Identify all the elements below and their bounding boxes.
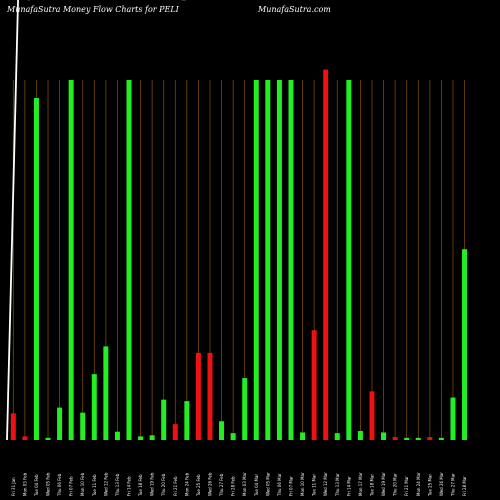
bar-positive bbox=[462, 249, 468, 440]
bar-positive bbox=[381, 432, 387, 440]
bar-positive bbox=[103, 346, 109, 440]
x-tick-label: Mon 17 Mar bbox=[358, 472, 363, 496]
bar-positive bbox=[450, 397, 456, 440]
bar-positive bbox=[415, 437, 421, 440]
x-tick-label: Tue 18 Feb bbox=[138, 474, 143, 497]
x-tick-label: Fri 28 Feb bbox=[231, 476, 236, 496]
x-tick-label: Tue 04 Feb bbox=[34, 474, 39, 497]
bar-positive bbox=[57, 407, 63, 440]
bar-positive bbox=[265, 80, 271, 440]
x-tick-label: Thu 06 Feb bbox=[57, 473, 62, 497]
x-tick-label: Wed 05 Feb bbox=[46, 472, 51, 496]
bar-negative bbox=[311, 330, 317, 440]
x-tick-label: Wed 26 Feb bbox=[207, 472, 212, 496]
bar-positive bbox=[161, 399, 167, 440]
bar-negative bbox=[10, 413, 16, 440]
x-tick-label: Thu 13 Mar bbox=[335, 473, 340, 497]
x-tick-label: Thu 27 Mar bbox=[450, 473, 455, 497]
x-tick-label: Fri 14 Mar bbox=[346, 476, 351, 496]
bar-positive bbox=[45, 437, 51, 440]
bar-positive bbox=[230, 433, 236, 440]
bar-negative bbox=[207, 352, 213, 440]
x-tick-label: Thu 27 Feb bbox=[219, 473, 224, 497]
bar-negative bbox=[369, 391, 375, 440]
bar-negative bbox=[172, 424, 178, 440]
bar-positive bbox=[357, 431, 363, 440]
x-tick-label: Fri 21 Mar bbox=[404, 476, 409, 496]
x-tick-label: Mon 10 Feb bbox=[80, 472, 85, 496]
x-tick-labels: Fri 31 Jan Mon 03 Feb Tue 04 Feb Wed 05 Feb… bbox=[11, 472, 467, 497]
x-tick-label: Mon 03 Feb bbox=[22, 472, 27, 496]
x-tick-label: Fri 31 Jan bbox=[11, 477, 16, 496]
bar-positive bbox=[438, 437, 444, 440]
x-tick-label: Thu 20 Feb bbox=[161, 473, 166, 497]
bar-positive bbox=[288, 80, 294, 440]
bar-positive bbox=[276, 80, 282, 440]
bar-negative bbox=[323, 69, 329, 440]
bar-positive bbox=[404, 437, 410, 440]
x-tick-label: Wed 12 Mar bbox=[323, 472, 328, 496]
x-tick-label: Tue 18 Mar bbox=[369, 474, 374, 497]
bar-negative bbox=[22, 436, 28, 440]
x-tick-label: Thu 13 Feb bbox=[115, 473, 120, 497]
bar-negative bbox=[427, 437, 433, 440]
bar-positive bbox=[253, 80, 259, 440]
x-tick-label: Mon 03 Mar bbox=[242, 472, 247, 496]
bar-positive bbox=[242, 378, 248, 440]
x-tick-label: Wed 05 Mar bbox=[265, 472, 270, 496]
bar-positive bbox=[184, 401, 190, 440]
x-tick-label: Wed 12 Feb bbox=[103, 472, 108, 496]
x-tick-label: Thu 06 Mar bbox=[277, 473, 282, 497]
bar-positive bbox=[80, 412, 86, 440]
x-tick-label: Fri 21 Feb bbox=[173, 476, 178, 496]
bar-positive bbox=[219, 421, 225, 440]
x-tick-label: Tue 11 Mar bbox=[312, 474, 317, 497]
bars bbox=[10, 69, 468, 440]
bar-positive bbox=[68, 80, 74, 440]
x-tick-label: Fri 28 Mar bbox=[462, 476, 467, 496]
x-tick-label: Thu 20 Mar bbox=[393, 473, 398, 497]
bar-negative bbox=[392, 437, 398, 440]
bar-positive bbox=[346, 80, 352, 440]
bar-positive bbox=[33, 98, 39, 440]
bar-positive bbox=[334, 433, 340, 440]
x-tick-label: Tue 04 Mar bbox=[254, 474, 259, 497]
x-tick-label: Fri 07 Mar bbox=[288, 476, 293, 496]
bar-negative bbox=[195, 352, 201, 440]
x-tick-label: Wed 19 Feb bbox=[150, 472, 155, 496]
x-tick-label: Tue 11 Feb bbox=[92, 474, 97, 497]
x-tick-label: Wed 26 Mar bbox=[439, 472, 444, 496]
bar-positive bbox=[126, 80, 132, 440]
chart-watermark: MunafaSutra.com bbox=[257, 5, 331, 14]
bar-positive bbox=[91, 374, 97, 440]
bar-positive bbox=[114, 431, 120, 440]
x-tick-label: Fri 07 Feb bbox=[69, 476, 74, 496]
x-tick-label: Mon 10 Mar bbox=[300, 472, 305, 496]
x-tick-label: Fri 14 Feb bbox=[127, 476, 132, 496]
chart-title: MunafaSutra Money Flow Charts for PELI bbox=[6, 5, 180, 14]
bar-positive bbox=[149, 435, 155, 440]
x-tick-label: Wed 19 Mar bbox=[381, 472, 386, 496]
x-tick-label: Tue 25 Feb bbox=[196, 474, 201, 497]
x-tick-label: Mon 24 Mar bbox=[416, 472, 421, 496]
bar-positive bbox=[138, 436, 144, 440]
bar-positive bbox=[300, 432, 306, 440]
x-tick-label: Mon 24 Feb bbox=[184, 472, 189, 496]
x-tick-label: Tue 25 Mar bbox=[427, 474, 432, 497]
